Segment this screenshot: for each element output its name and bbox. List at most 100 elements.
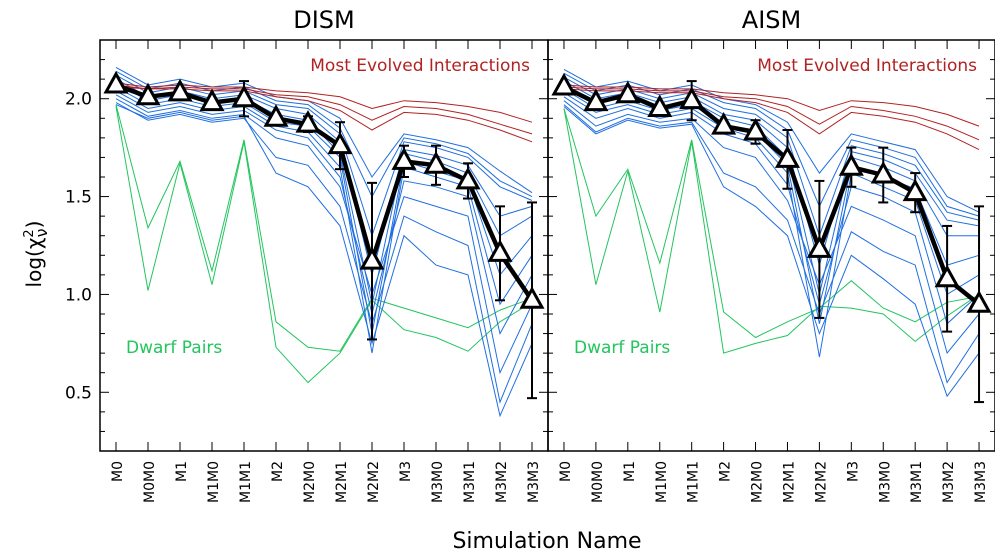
mean-marker [711, 112, 737, 135]
x-tick-label: M3M2 [941, 461, 957, 503]
series-line-evolved [115, 84, 533, 135]
mean-marker [231, 84, 257, 108]
mean-marker [838, 153, 864, 176]
plot-frame [99, 39, 549, 452]
x-tick-label: M3M3 [973, 461, 989, 503]
mean-series [103, 70, 545, 400]
x-tick-label: M0M0 [142, 461, 158, 503]
mean-marker [423, 151, 449, 174]
mean-marker [199, 88, 225, 112]
mean-series [551, 72, 992, 404]
y-axis-label: log(χ2ν) [22, 221, 51, 288]
mean-marker [551, 72, 577, 96]
x-tick-label: M0 [558, 461, 574, 482]
x-tick-label: M1 [174, 461, 190, 482]
x-tick-label: M2M2 [813, 461, 829, 503]
mean-marker [934, 264, 960, 288]
series-line-typical [563, 72, 980, 217]
y-ticks [100, 39, 548, 452]
mean-marker [167, 78, 193, 102]
series-line-typical [115, 86, 533, 334]
panel-title: AISM [742, 6, 801, 34]
mean-marker [455, 166, 481, 190]
annotation-dwarf: Dwarf Pairs [574, 338, 670, 358]
x-tick-label: M2M0 [302, 461, 318, 503]
x-tick-label: M2 [270, 461, 286, 482]
series-line-typical [115, 98, 533, 375]
mean-marker [902, 178, 928, 202]
mean-marker [391, 147, 417, 170]
annotation-evolved: Most Evolved Interactions [310, 56, 530, 76]
series-line-dwarf [563, 108, 980, 339]
series-line-evolved [115, 82, 533, 123]
series-line-typical [115, 104, 533, 418]
series-line-dwarf [563, 108, 980, 354]
x-tick-label: M3 [398, 461, 414, 482]
series-line-typical [115, 74, 533, 238]
series-line-evolved [563, 86, 980, 141]
x-axis-label: Simulation Name [452, 529, 641, 554]
series-group [563, 68, 980, 398]
x-tick-label: M3M3 [526, 461, 542, 503]
x-tick-label: M2M0 [750, 461, 766, 503]
y-ticks [548, 39, 995, 452]
x-tick-label: M3M2 [494, 461, 510, 503]
x-tick-label: M3M1 [909, 461, 925, 503]
x-tick-label: M1M0 [654, 461, 670, 503]
mean-marker [806, 235, 832, 258]
series-line-typical [115, 102, 533, 404]
x-tick-label: M3M0 [877, 461, 893, 503]
x-tick-label: M2M1 [781, 461, 797, 503]
series-line-typical [115, 66, 533, 194]
series-line-typical [563, 104, 980, 384]
series-line-typical [563, 100, 980, 355]
mean-marker [103, 70, 129, 94]
annotation-evolved: Most Evolved Interactions [757, 56, 977, 76]
series-line-typical [115, 94, 533, 335]
mean-marker [774, 145, 801, 168]
mean-marker [647, 94, 673, 117]
series-line-typical [563, 68, 980, 213]
x-tick-label: M1M1 [686, 461, 702, 503]
plot-frame [547, 39, 995, 452]
panel-title: DISM [293, 6, 355, 34]
series-line-dwarf [115, 106, 533, 384]
mean-marker [135, 82, 161, 106]
x-tick-label: M3M0 [430, 461, 446, 503]
series-line-typical [115, 70, 533, 198]
mean-marker [870, 160, 896, 184]
mean-marker [742, 117, 769, 141]
mean-marker [487, 239, 513, 262]
x-tick-label: M1 [622, 461, 638, 482]
x-tick-label: M0M0 [590, 461, 606, 503]
mean-marker [359, 247, 385, 270]
mean-marker [615, 80, 641, 104]
y-axis-label-suffix: ) [22, 221, 46, 229]
x-tick-label: M3M1 [462, 461, 478, 503]
x-tick-label: M2 [718, 461, 734, 482]
y-axis-label-sub: ν [32, 228, 51, 237]
annotation-dwarf: Dwarf Pairs [126, 338, 222, 358]
series-group [115, 66, 533, 418]
x-tick-label: M2M1 [334, 461, 350, 503]
x-tick-label: M0 [110, 461, 126, 482]
series-line-dwarf [115, 104, 533, 352]
mean-marker [966, 290, 992, 313]
x-tick-label: M1M0 [206, 461, 222, 503]
x-tick-label: M1M1 [238, 461, 254, 503]
series-line-typical [563, 92, 980, 358]
y-axis-label-sup: 2 [22, 229, 37, 237]
y-tick-label: 0.5 [65, 383, 92, 403]
mean-marker [263, 104, 289, 127]
mean-marker [519, 286, 545, 309]
y-axis-label-prefix: log(χ [22, 238, 46, 288]
series-line-typical [563, 106, 980, 398]
series-line-typical [563, 96, 980, 325]
mean-marker [295, 110, 321, 133]
series-line-evolved [563, 84, 980, 127]
y-tick-label: 1.0 [65, 285, 92, 305]
mean-marker [583, 88, 609, 112]
